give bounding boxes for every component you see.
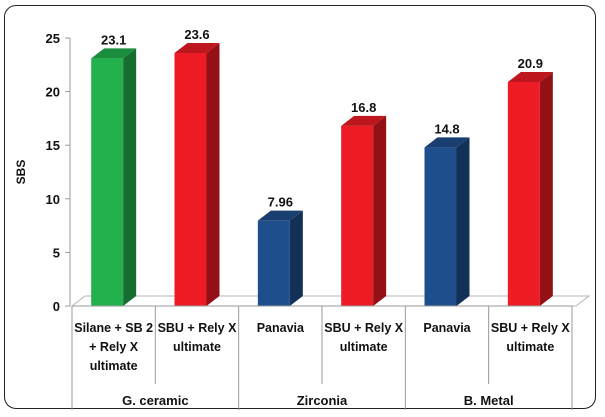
x-category-line: Panavia	[423, 321, 471, 335]
bar	[91, 48, 137, 307]
bar-side	[206, 43, 220, 307]
bars: 23.1 23.6 7.96 16.8 14.8 20.9	[91, 27, 553, 307]
y-axis-title: SBS	[14, 160, 28, 185]
bar-top	[174, 43, 220, 54]
x-category-line: ultimate	[340, 340, 388, 354]
x-group-label: G. ceramic	[122, 393, 189, 408]
x-category-line: ultimate	[90, 359, 138, 373]
data-label: 14.8	[434, 121, 459, 136]
data-label: 7.96	[268, 195, 293, 210]
bar-top	[424, 137, 470, 148]
x-category-line: + Rely X	[89, 340, 139, 354]
y-tick-label: 20	[46, 85, 60, 100]
bar-side	[373, 115, 387, 307]
x-category-label: Panavia	[423, 321, 471, 335]
x-category-line: SBU + Rely X	[158, 321, 238, 335]
bar-side	[123, 48, 137, 306]
x-category-line: Panavia	[257, 321, 305, 335]
bar-front	[341, 125, 374, 307]
bar-front	[507, 81, 540, 307]
data-label: 20.9	[518, 56, 543, 71]
y-tick-label: 25	[46, 31, 60, 46]
bar-front	[91, 58, 124, 307]
bar	[341, 115, 387, 307]
x-category-label: Panavia	[257, 321, 305, 335]
x-category-label: SBU + Rely X ultimate	[491, 321, 571, 354]
bar-front	[174, 53, 207, 307]
x-category-label: SBU + Rely X ultimate	[324, 321, 404, 354]
x-category-line: SBU + Rely X	[324, 321, 404, 335]
bar-top	[91, 48, 137, 59]
bar	[507, 71, 553, 307]
x-category-line: ultimate	[173, 340, 221, 354]
x-category-line: ultimate	[506, 340, 554, 354]
bar	[424, 137, 470, 306]
bar	[174, 43, 220, 307]
y-tick-label: 10	[46, 192, 60, 207]
bar-side	[539, 71, 553, 307]
data-label: 23.1	[101, 32, 126, 47]
y-axis: 0 5 10 15 20 25	[46, 31, 71, 314]
y-tick-label: 5	[53, 245, 60, 260]
bar-top	[257, 210, 303, 221]
bar-front	[424, 147, 457, 306]
x-group-label: Zirconia	[297, 393, 348, 408]
x-category-line: Silane + SB 2	[74, 321, 153, 335]
bar-side	[289, 210, 303, 306]
bar-top	[341, 115, 387, 126]
data-label: 16.8	[351, 100, 376, 115]
y-tick-label: 0	[53, 299, 60, 314]
x-category-label: Silane + SB 2 + Rely X ultimate	[74, 321, 153, 373]
bar-side	[456, 137, 470, 306]
x-category-label: SBU + Rely X ultimate	[158, 321, 238, 354]
y-tick-label: 15	[46, 138, 60, 153]
bar	[257, 210, 303, 306]
bar-front	[257, 220, 290, 306]
data-label: 23.6	[184, 27, 209, 42]
bar-top	[507, 71, 553, 82]
x-group-label: B. Metal	[464, 393, 514, 408]
x-category-line: SBU + Rely X	[491, 321, 571, 335]
